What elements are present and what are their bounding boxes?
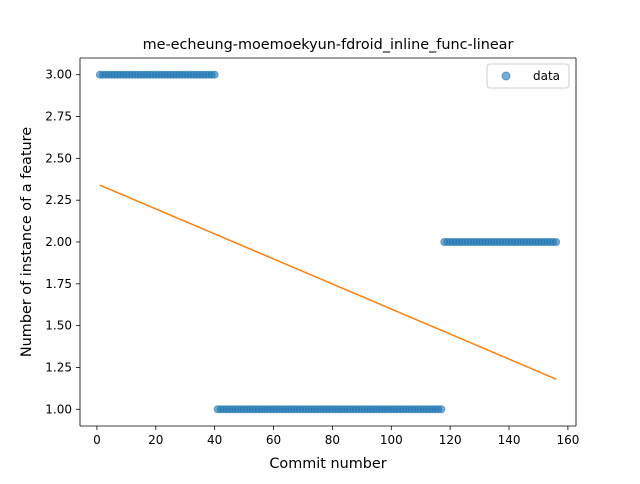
plot-area (80, 58, 576, 426)
x-tick-label: 100 (380, 433, 403, 447)
fit-line (99, 184, 557, 380)
x-tick-label: 140 (498, 433, 521, 447)
data-point (437, 405, 446, 414)
chart-title: me-echeung-moemoekyun-fdroid_inline_func… (143, 37, 514, 53)
y-tick-label: 1.25 (45, 360, 72, 374)
axes: 0 20 40 60 80 100 120 140 160 1.00 1.25 1.50 1.75 2.0… (45, 57, 579, 447)
y-tick-label: 1.00 (45, 402, 72, 416)
y-tick-label: 2.00 (45, 235, 72, 249)
legend-frame (486, 63, 570, 89)
legend-marker (501, 71, 511, 81)
data-point (552, 238, 561, 246)
y-tick-label: 1.75 (45, 277, 72, 291)
data-point (210, 70, 219, 79)
x-tick-label: 0 (93, 433, 101, 447)
x-tick-label: 60 (266, 433, 281, 447)
x-tick-label: 20 (148, 433, 163, 447)
legend-label: data (533, 69, 560, 83)
y-tick-label: 2.75 (45, 110, 72, 124)
x-tick-label: 40 (207, 433, 222, 447)
legend: data (486, 63, 570, 89)
y-tick-label: 1.50 (45, 319, 72, 333)
x-axis-label: Commit number (269, 456, 386, 472)
y-tick-label: 3.00 (45, 68, 72, 82)
y-tick-label: 2.25 (45, 193, 72, 207)
y-tick-label: 2.50 (45, 151, 72, 165)
x-tick-label: 120 (439, 433, 462, 447)
x-tick-label: 160 (556, 433, 579, 447)
x-tick-label: 80 (325, 433, 340, 447)
y-axis-label: Number of instance of a feature (19, 127, 35, 357)
